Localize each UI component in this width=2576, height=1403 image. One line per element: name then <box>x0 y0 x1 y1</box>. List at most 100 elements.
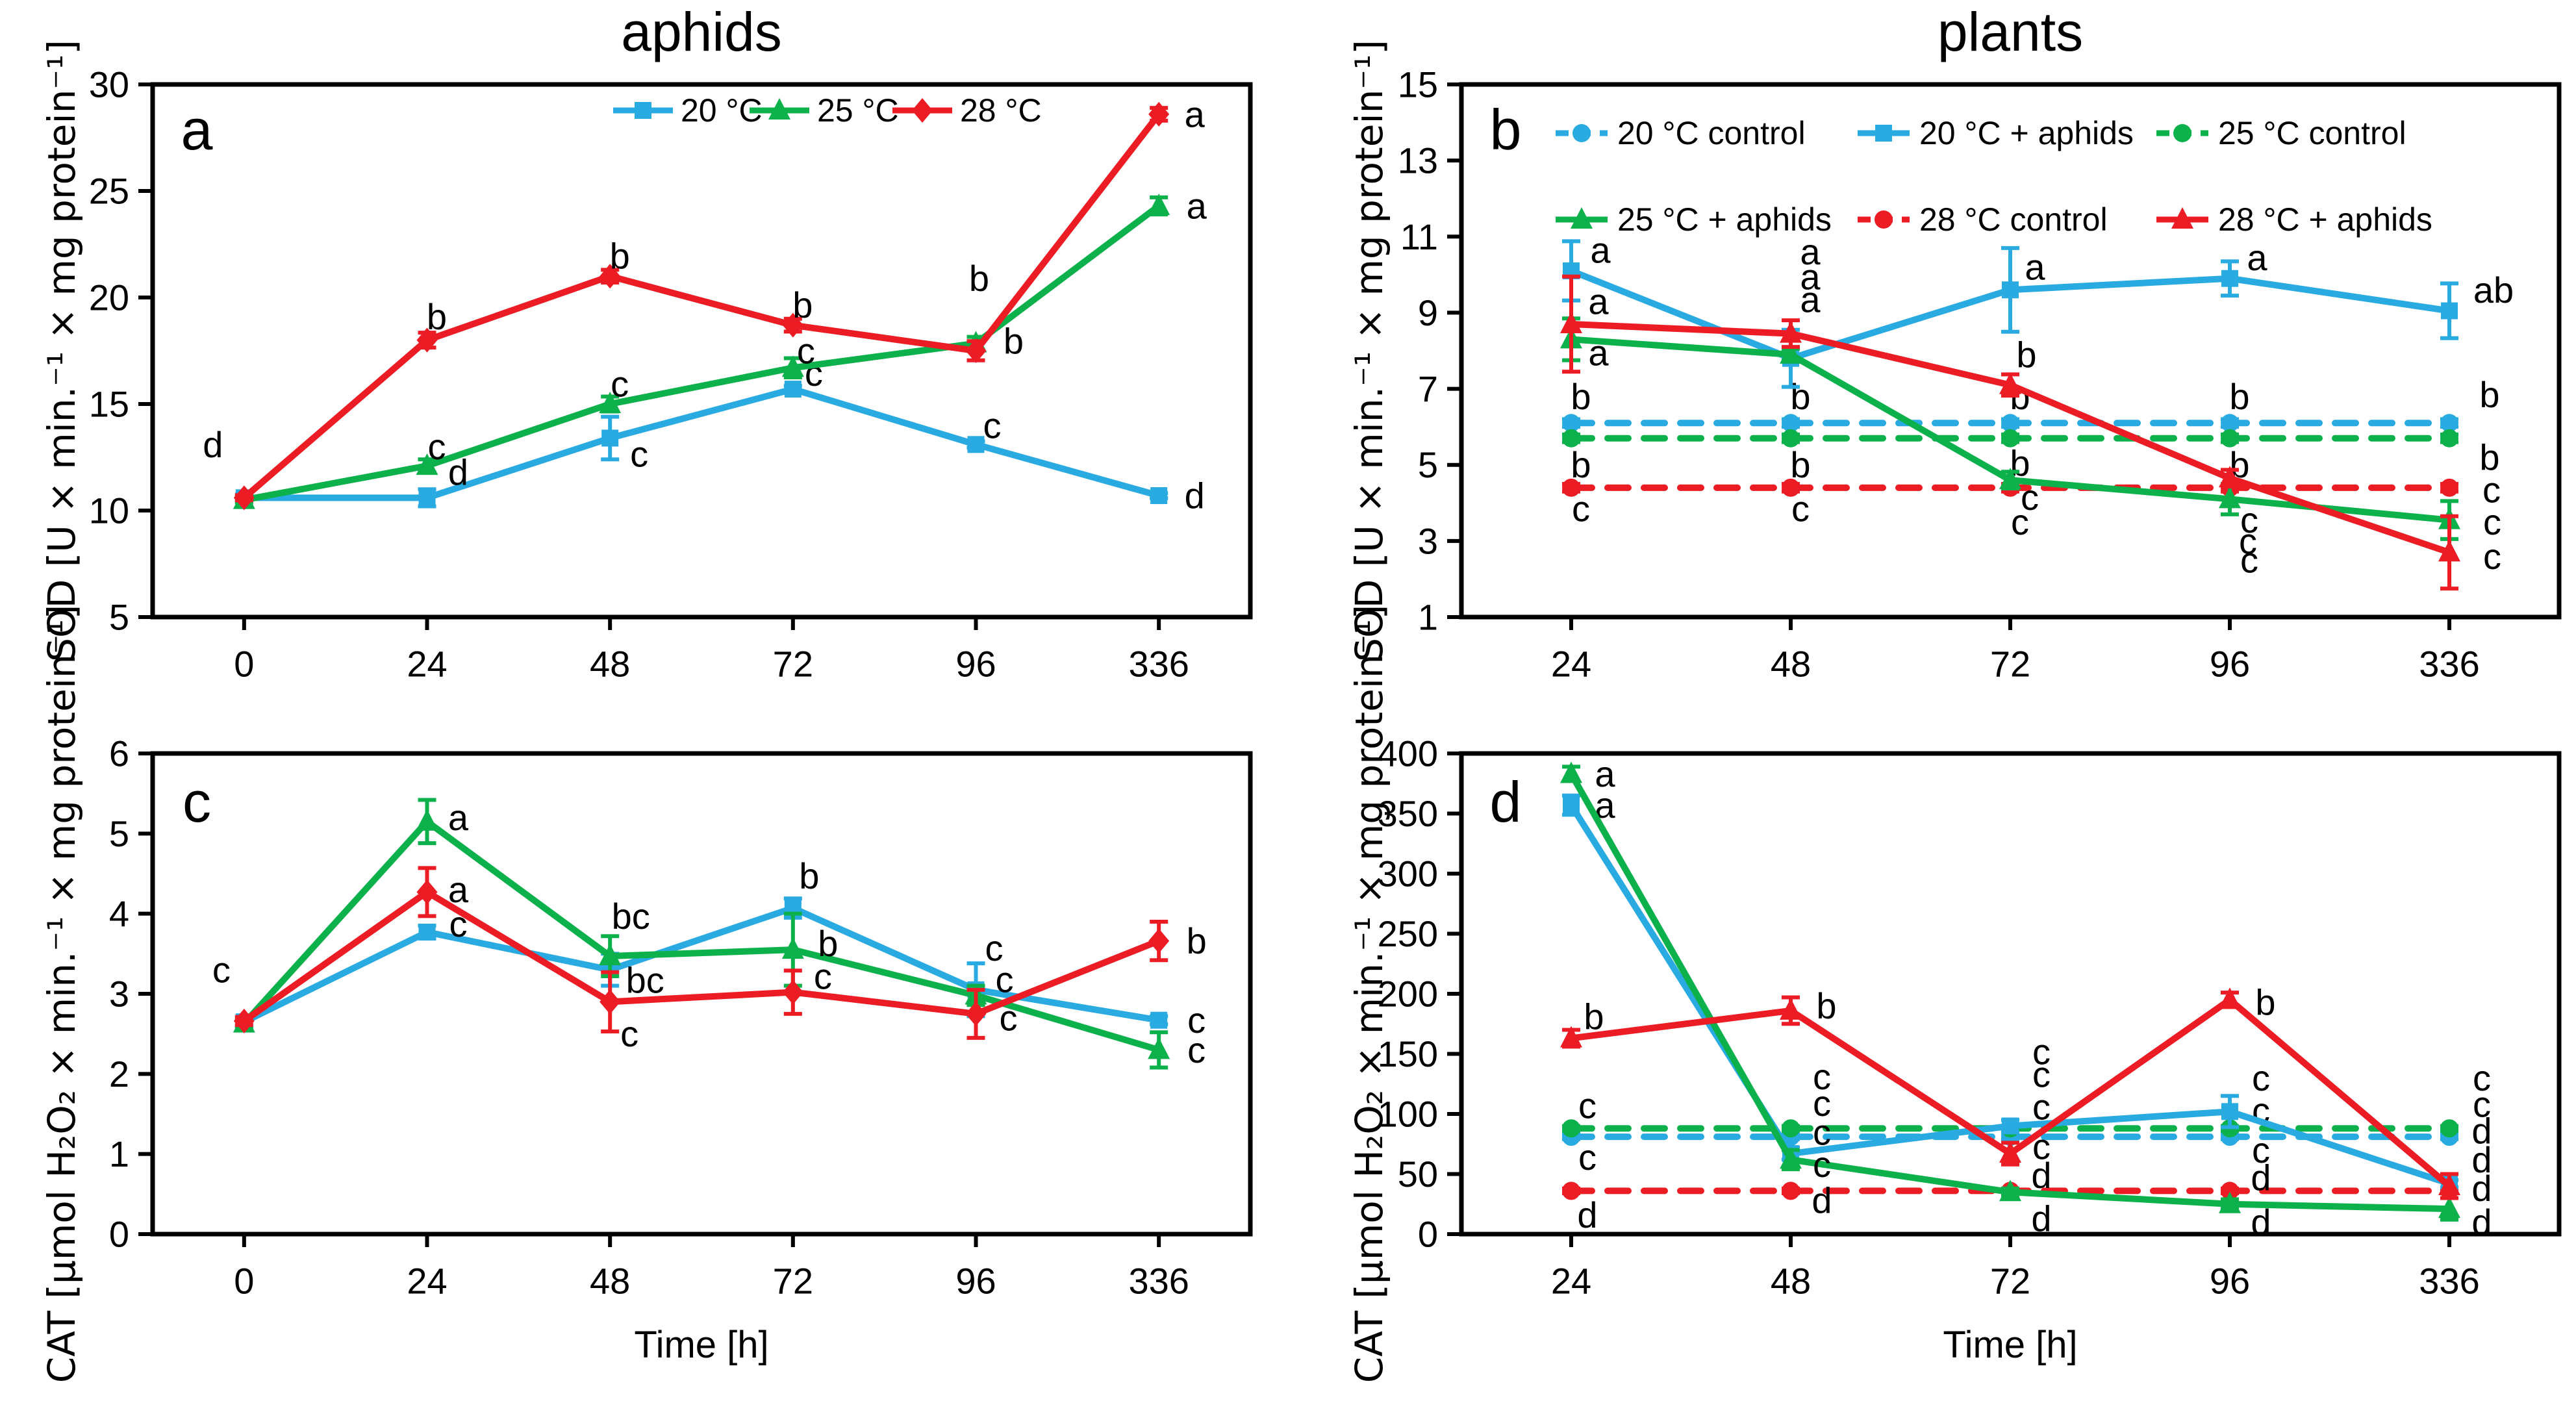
significance-letter: c <box>983 405 1002 446</box>
x-tick-label: 0 <box>234 644 254 685</box>
x-tick-label: 24 <box>1551 644 1591 685</box>
y-axis: 5 10 15 20 25 30 <box>89 64 153 638</box>
legend-item-28-°c-+-aphids: 28 °C + aphids <box>2156 201 2432 238</box>
series-20-°c-+-aphids: a a a aab <box>1562 229 2514 389</box>
triangle-marker <box>1148 193 1170 215</box>
significance-letter: c <box>1578 1085 1597 1126</box>
panel-a: aphids 5 10 15 20 25 30 0 24 48 72 96 336 SOD [U × mi… <box>40 1 1253 685</box>
significance-letter: c <box>1813 1056 1831 1097</box>
triangle-marker <box>1999 468 2021 490</box>
panel-letter: b <box>1490 97 1522 162</box>
triangle-marker <box>2219 466 2241 488</box>
significance-letter: d <box>2471 1110 2492 1151</box>
significance-letter: c <box>1813 1144 1831 1185</box>
legend-triangle-marker <box>1571 207 1593 229</box>
panel-c: 0 1 2 3 4 5 6 0 24 48 72 96 336 CAT [μmol H₂O₂ × min.… <box>40 605 1253 1383</box>
series-line <box>240 386 1163 501</box>
square-marker <box>2002 1117 2019 1135</box>
circle-marker <box>1782 1119 1800 1138</box>
triangle-marker <box>1780 321 1802 343</box>
significance-letter: c <box>2473 1057 2491 1098</box>
diamond-marker <box>782 980 803 1005</box>
series-line <box>240 110 1163 501</box>
y-tick-label: 350 <box>1378 793 1438 834</box>
legend: 20 °C control 20 °C + aphids 25 °C control… <box>1556 115 2432 238</box>
circle-marker <box>1782 1182 1800 1200</box>
significance-letter: b <box>2016 334 2036 375</box>
circle-marker <box>2001 414 2019 433</box>
diamond-marker <box>965 1001 987 1026</box>
column-title: aphids <box>621 1 782 62</box>
x-tick-label: 72 <box>1990 1261 2030 1302</box>
square-marker <box>1150 1011 1168 1029</box>
significance-letter: c <box>1187 1000 1206 1041</box>
series-25-°c-+-aphids: acd d d <box>1560 753 2492 1243</box>
triangle-marker <box>2438 1174 2460 1195</box>
circle-marker <box>1562 1182 1580 1200</box>
significance-letter: c <box>1813 1083 1831 1124</box>
y-tick-label: 11 <box>1400 216 1438 257</box>
triangle-marker <box>599 944 622 966</box>
y-tick-label: 5 <box>109 813 129 854</box>
legend-item-28-°c-control: 28 °C control <box>1858 201 2108 238</box>
x-axis-label: Time [h] <box>634 1324 768 1366</box>
significance-letter: c <box>2240 540 2258 581</box>
significance-letter: c <box>2483 536 2501 577</box>
legend-triangle-marker <box>2171 207 2193 229</box>
y-axis-label: CAT [μmol H₂O₂ × min.⁻¹ × mg protein⁻¹] <box>40 605 84 1383</box>
triangle-marker <box>1999 1141 2021 1163</box>
x-tick-label: 336 <box>1128 1261 1189 1302</box>
significance-letter: b <box>1790 376 1810 417</box>
circle-marker <box>1562 429 1580 448</box>
x-axis: 0 24 48 72 96 336 <box>234 617 1189 685</box>
x-tick-label: 336 <box>1128 644 1189 685</box>
legend-label: 20 °C control <box>1617 115 1806 151</box>
y-tick-label: 25 <box>89 171 129 212</box>
y-tick-label: 50 <box>1398 1154 1438 1194</box>
legend-label: 25 °C control <box>2218 115 2406 151</box>
panel-letter: c <box>183 770 211 834</box>
significance-letter: a <box>1590 229 1611 270</box>
triangle-marker <box>2219 987 2241 1009</box>
triangle-marker <box>781 355 804 377</box>
significance-letter: c <box>212 950 231 991</box>
square-marker <box>2002 281 2019 299</box>
x-tick-label: 72 <box>773 1261 813 1302</box>
triangle-marker <box>1999 372 2021 394</box>
significance-letter: c <box>2473 1084 2491 1125</box>
significance-letter: b <box>2479 437 2499 478</box>
significance-letter: d <box>2031 1198 2051 1239</box>
significance-letter: a <box>2247 237 2267 278</box>
circle-marker <box>1562 1119 1580 1138</box>
legend-item-25-°c: 25 °C <box>750 92 899 129</box>
triangle-marker <box>1780 342 1802 364</box>
significance-letter: b <box>2229 376 2249 417</box>
significance-letter: c <box>2252 1130 2270 1170</box>
legend-label: 20 °C + aphids <box>1919 115 2134 151</box>
triangle-marker <box>1560 1026 1582 1048</box>
significance-letter: c <box>1813 1111 1831 1152</box>
significance-letter: c <box>2011 501 2029 542</box>
significance-letter: bc <box>626 960 664 1001</box>
x-tick-label: 336 <box>2419 644 2479 685</box>
legend-label: 20 °C <box>681 92 763 129</box>
legend-label: 28 °C <box>960 92 1042 129</box>
square-marker <box>2441 302 2458 320</box>
significance-letter: c <box>985 928 1004 968</box>
circle-marker <box>2440 429 2458 448</box>
significance-letter: c <box>2032 1031 2051 1072</box>
x-axis: 24 48 72 96 336 <box>1551 617 2480 685</box>
y-tick-label: 7 <box>1418 368 1438 409</box>
diamond-marker <box>233 485 255 511</box>
series-25-°c: ccc ba <box>233 185 1207 509</box>
x-tick-label: 96 <box>2210 1261 2250 1302</box>
y-tick-label: 6 <box>109 733 129 774</box>
square-marker <box>2221 1103 2238 1120</box>
legend-label: 28 °C control <box>1919 201 2108 238</box>
y-tick-label: 5 <box>109 597 129 638</box>
